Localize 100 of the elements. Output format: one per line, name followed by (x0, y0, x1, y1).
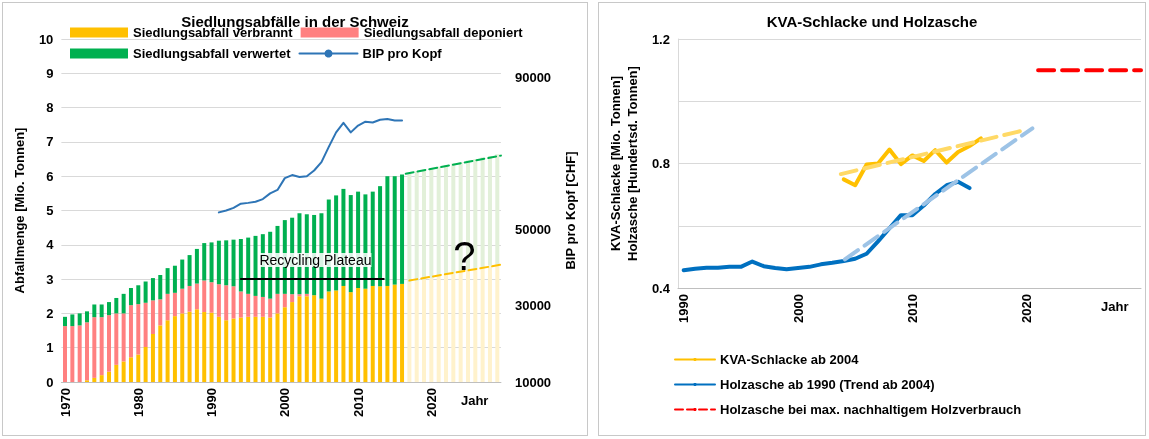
bar (99, 317, 104, 376)
bar (121, 313, 126, 362)
y-tick-label: 0.8 (651, 156, 670, 171)
bar (136, 354, 141, 382)
bar (216, 284, 221, 317)
bar (202, 280, 207, 313)
x-tick-label: 1980 (130, 388, 146, 417)
bar (282, 307, 287, 382)
bar (231, 286, 236, 319)
legend-label: Siedlungsabfall verwertet (133, 46, 292, 61)
bar (187, 311, 192, 382)
bar (106, 315, 111, 372)
bar (70, 314, 75, 327)
bar (231, 318, 236, 382)
bar (282, 293, 287, 308)
bar (260, 316, 265, 382)
x-tick-label: 2020 (1019, 294, 1035, 323)
bar (143, 302, 148, 348)
bar (238, 291, 243, 318)
bar (63, 316, 68, 327)
bar (473, 268, 478, 382)
bar (495, 154, 500, 265)
y-tick-label: 10 (38, 31, 54, 47)
bar (414, 281, 419, 382)
y-tick-label: 5 (46, 203, 54, 218)
bar (392, 176, 397, 285)
bar (451, 273, 456, 382)
bar (312, 295, 317, 382)
bar (172, 316, 177, 382)
bar (407, 282, 412, 382)
bar (77, 325, 82, 382)
bar (202, 312, 207, 382)
bar (326, 291, 331, 382)
bar (194, 309, 199, 382)
bar (253, 316, 258, 382)
bar (451, 163, 456, 274)
bar (231, 239, 236, 287)
legend-label: Holzasche ab 1990 (Trend ab 2004) (720, 377, 935, 392)
bar (150, 300, 155, 334)
bar (414, 171, 419, 282)
bar (297, 296, 302, 382)
annotation: ? (453, 233, 476, 278)
bar (422, 279, 427, 382)
x-axis-title: Jahr (1101, 299, 1129, 314)
bar (216, 240, 221, 285)
bar (436, 166, 441, 277)
bar (180, 313, 185, 382)
bar (275, 313, 280, 382)
y2-tick-label: 50000 (514, 222, 552, 238)
bar (319, 298, 324, 382)
bar (444, 165, 448, 275)
bar (458, 271, 463, 382)
bar (238, 317, 243, 382)
x-tick-label: 1990 (676, 294, 692, 323)
bar (209, 242, 214, 283)
bar (128, 305, 133, 358)
x-tick-label: 2010 (904, 294, 920, 323)
bar (85, 311, 89, 323)
bar (253, 235, 258, 296)
bar (99, 375, 104, 382)
bar (92, 377, 97, 382)
bar (158, 299, 163, 326)
x-tick-label: 2000 (277, 388, 293, 417)
bar (114, 297, 119, 314)
bar (268, 298, 273, 318)
bar (246, 316, 251, 382)
y-tick-label: 8 (46, 100, 54, 116)
y-tick-label: 2 (46, 305, 54, 321)
bar (356, 288, 361, 382)
bar (70, 326, 75, 382)
bar (202, 243, 207, 281)
bar (370, 191, 375, 286)
bar (392, 284, 397, 382)
bar (150, 278, 155, 301)
bar (260, 296, 265, 317)
bar (172, 292, 177, 317)
bar (63, 326, 68, 382)
bar (158, 274, 163, 300)
y-axis-title: Abfallmenge [Mio. Tonnen] (12, 127, 27, 294)
bar (268, 317, 273, 382)
line-series (217, 118, 404, 214)
bar (77, 313, 82, 326)
bar (224, 285, 229, 321)
bar (143, 281, 148, 303)
bar (246, 237, 251, 294)
bar (407, 172, 412, 283)
bar (436, 276, 441, 382)
bar (92, 317, 97, 378)
bar (422, 169, 427, 280)
bar (136, 304, 141, 355)
bar (172, 265, 177, 293)
y2-tick-label: 30000 (514, 298, 552, 314)
bar (480, 157, 485, 268)
x-tick-label: 2020 (423, 388, 439, 417)
bar (121, 361, 126, 382)
bar (224, 320, 229, 382)
bar (370, 285, 375, 382)
bar (158, 325, 163, 382)
bar (400, 283, 405, 382)
bar (444, 274, 448, 382)
